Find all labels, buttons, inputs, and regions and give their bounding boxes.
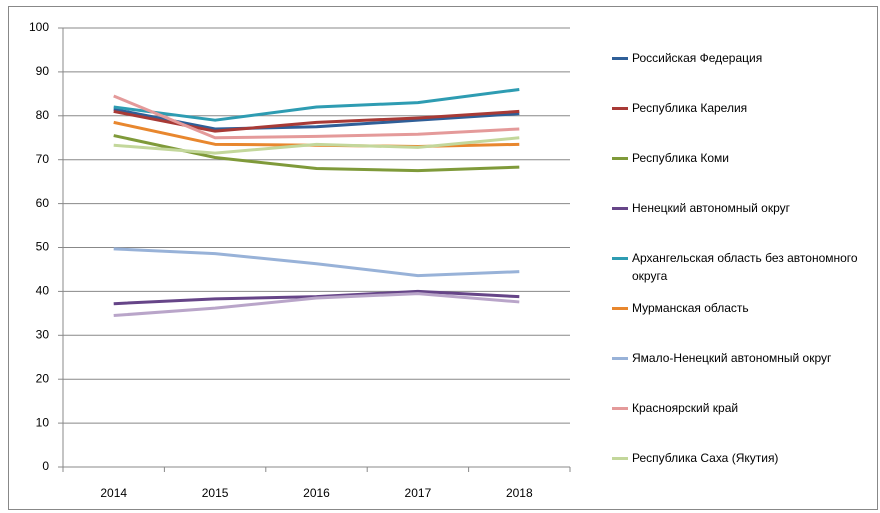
x-tick-label: 2015 <box>202 486 229 500</box>
legend-item: Ямало-Ненецкий автономный округ <box>612 349 872 367</box>
y-tick-label: 30 <box>36 327 50 341</box>
legend-item: Ненецкий автономный округ <box>612 199 872 217</box>
legend-label: Архангельская область без автономного ок… <box>632 251 858 283</box>
legend-swatch <box>612 57 628 60</box>
legend-swatch <box>612 207 628 210</box>
series-line <box>113 87 520 122</box>
x-tick-label: 2014 <box>100 486 127 500</box>
legend-swatch <box>612 457 628 460</box>
y-tick-label: 100 <box>29 20 49 34</box>
legend-item: Республика Коми <box>612 149 872 167</box>
legend-label: Ненецкий автономный округ <box>632 201 791 215</box>
legend-label: Российская Федерация <box>632 51 763 65</box>
x-tick-label: 2016 <box>303 486 330 500</box>
legend-swatch <box>612 307 628 310</box>
legend-label: Республика Коми <box>632 151 729 165</box>
legend-item: Республика Карелия <box>612 99 872 117</box>
series-line <box>113 136 520 155</box>
legend-item: Российская Федерация <box>612 49 872 67</box>
series-line <box>113 247 520 278</box>
y-tick-label: 20 <box>36 371 50 385</box>
legend-item: Красноярский край <box>612 399 872 417</box>
legend-swatch <box>612 357 628 360</box>
x-tick-label: 2018 <box>506 486 533 500</box>
series-line <box>113 107 520 131</box>
x-tick-label: 2017 <box>405 486 432 500</box>
legend-swatch <box>612 107 628 110</box>
series-line <box>113 134 520 173</box>
y-tick-label: 80 <box>36 108 50 122</box>
legend-swatch <box>612 257 628 260</box>
legend-swatch <box>612 407 628 410</box>
y-tick-label: 10 <box>36 415 50 429</box>
series-line <box>113 292 520 318</box>
y-tick-label: 90 <box>36 64 50 78</box>
y-tick-label: 70 <box>36 152 50 166</box>
legend-item: Мурманская область <box>612 299 872 317</box>
legend-label: Красноярский край <box>632 401 739 415</box>
legend-swatch <box>612 157 628 160</box>
legend-label: Мурманская область <box>632 301 749 315</box>
series-line <box>113 94 520 140</box>
legend-item: Республика Саха (Якутия) <box>612 449 872 467</box>
legend-item: Архангельская область без автономного ок… <box>612 249 872 285</box>
legend-label: Ямало-Ненецкий автономный округ <box>632 351 832 365</box>
y-tick-label: 40 <box>36 284 50 298</box>
legend-label: Республика Саха (Якутия) <box>632 451 779 465</box>
y-tick-label: 50 <box>36 240 50 254</box>
chart-border <box>8 6 878 510</box>
legend-label: Республика Карелия <box>632 101 748 115</box>
y-tick-label: 60 <box>36 196 50 210</box>
y-tick-label: 0 <box>42 459 49 473</box>
